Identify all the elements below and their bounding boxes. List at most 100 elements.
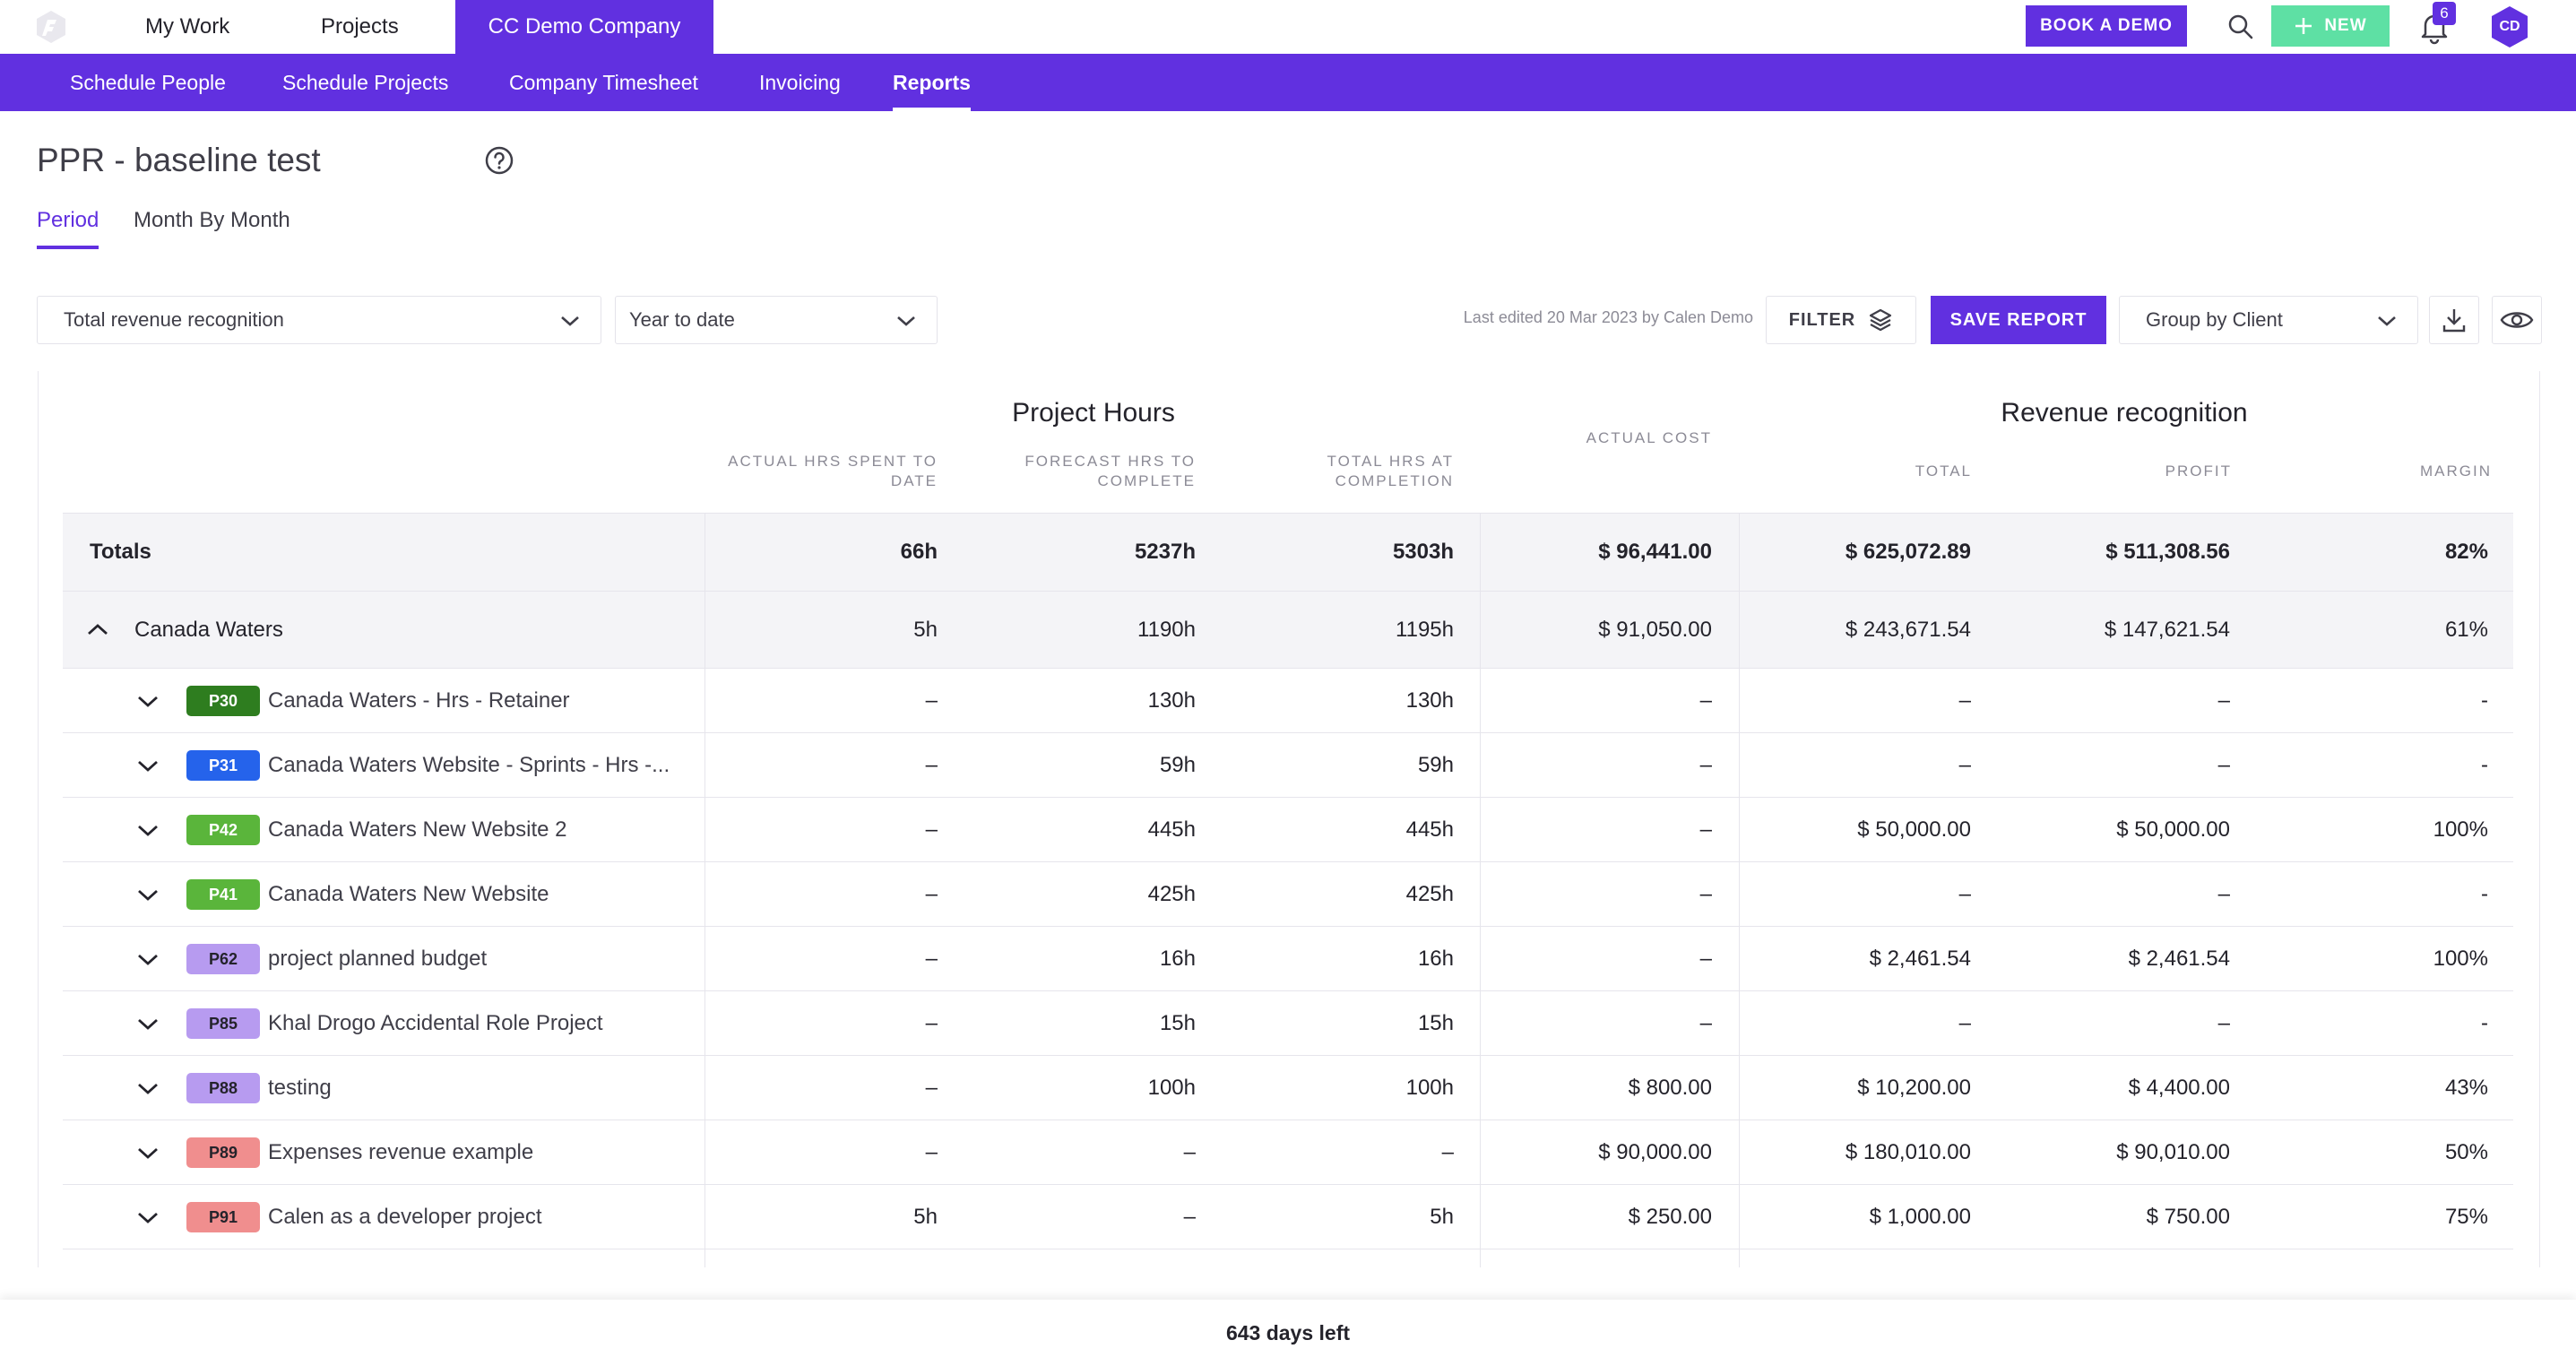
tab-period[interactable]: Period bbox=[37, 208, 99, 249]
table-row[interactable]: P30 Canada Waters - Hrs - Retainer – 130h 13… bbox=[63, 669, 2513, 733]
cell-profit: – bbox=[2217, 752, 2230, 777]
cell-forecast-hrs: 16h bbox=[1159, 946, 1196, 971]
subnav-invoicing[interactable]: Invoicing bbox=[759, 70, 841, 94]
table-row[interactable]: P91 Calen as a developer project 5h – 5h $ 25… bbox=[63, 1185, 2513, 1249]
col-header-actual-hrs[interactable]: ACTUAL HRS SPENT TO DATE bbox=[728, 453, 938, 489]
eye-icon bbox=[2500, 312, 2534, 328]
group-margin: 61% bbox=[2444, 617, 2488, 642]
new-button[interactable]: NEW bbox=[2271, 5, 2390, 47]
cell-total: – bbox=[1958, 687, 1971, 713]
expand-row-button[interactable] bbox=[136, 927, 160, 990]
tab-month-by-month[interactable]: Month By Month bbox=[134, 208, 290, 232]
tab-company[interactable]: CC Demo Company bbox=[455, 0, 713, 54]
col-header-total[interactable]: TOTAL bbox=[1915, 463, 1972, 480]
chevron-up-icon bbox=[88, 623, 108, 635]
cell-total: $ 2,461.54 bbox=[1869, 946, 1971, 971]
expand-row-button[interactable] bbox=[136, 862, 160, 926]
project-name[interactable]: Khal Drogo Accidental Role Project bbox=[268, 1010, 603, 1035]
col-header-margin[interactable]: MARGIN bbox=[2420, 463, 2492, 480]
subnav-company-timesheet[interactable]: Company Timesheet bbox=[509, 70, 698, 94]
project-code-badge: P42 bbox=[186, 815, 260, 845]
cell-forecast-hrs: 59h bbox=[1159, 752, 1196, 777]
chevron-down-icon bbox=[138, 760, 158, 772]
table-row[interactable]: P85 Khal Drogo Accidental Role Project – 15… bbox=[63, 991, 2513, 1056]
table-row[interactable]: P88 testing – 100h 100h $ 800.00 $ 10,200.00 $ … bbox=[63, 1056, 2513, 1120]
help-icon[interactable] bbox=[484, 145, 514, 176]
project-name[interactable]: Canada Waters - Hrs - Retainer bbox=[268, 687, 570, 713]
book-demo-button[interactable]: BOOK A DEMO bbox=[2026, 5, 2187, 47]
group-actual-hrs: 5h bbox=[913, 617, 938, 642]
project-name[interactable]: Calen as a developer project bbox=[268, 1204, 542, 1229]
cell-actual-hrs: 5h bbox=[913, 1204, 938, 1229]
expand-row-button[interactable] bbox=[136, 1185, 160, 1249]
table-row[interactable]: P89 Expenses revenue example – – – $ 90,000.0… bbox=[63, 1120, 2513, 1185]
cell-actual-hrs: – bbox=[925, 1075, 938, 1100]
avatar[interactable]: CD bbox=[2490, 5, 2529, 48]
cell-margin: 75% bbox=[2444, 1204, 2488, 1229]
project-code-badge: P85 bbox=[186, 1008, 260, 1039]
table-row[interactable]: P31 Canada Waters Website - Sprints - Hrs… bbox=[63, 733, 2513, 798]
subnav-reports[interactable]: Reports bbox=[893, 54, 971, 111]
client-group-label: Canada Waters bbox=[134, 617, 283, 642]
cell-total: $ 10,200.00 bbox=[1857, 1075, 1971, 1100]
project-name[interactable]: testing bbox=[268, 1075, 332, 1100]
col-header-total-hrs[interactable]: TOTAL HRS AT COMPLETION bbox=[1327, 453, 1454, 489]
cell-margin: - bbox=[2481, 881, 2488, 906]
table-row[interactable]: P41 Canada Waters New Website – 425h 425h – – –… bbox=[63, 862, 2513, 927]
col-header-actual-cost[interactable]: ACTUAL COST bbox=[1586, 429, 1712, 446]
collapse-group-button[interactable] bbox=[86, 592, 109, 668]
cell-profit: – bbox=[2217, 881, 2230, 906]
expand-row-button[interactable] bbox=[136, 669, 160, 732]
sub-navigation: Schedule People Schedule Projects Compan… bbox=[0, 54, 2576, 111]
subnav-schedule-people[interactable]: Schedule People bbox=[70, 70, 226, 94]
period-value: Year to date bbox=[629, 308, 735, 331]
search-icon[interactable] bbox=[2225, 11, 2257, 43]
new-button-label: NEW bbox=[2324, 16, 2367, 35]
cell-total-hrs: 425h bbox=[1405, 881, 1454, 906]
download-button[interactable] bbox=[2429, 296, 2479, 344]
cell-actual-hrs: – bbox=[925, 1139, 938, 1164]
group-by-select[interactable]: Group by Client bbox=[2119, 296, 2418, 344]
subnav-schedule-projects[interactable]: Schedule Projects bbox=[282, 70, 449, 94]
filter-button[interactable]: FILTER bbox=[1766, 296, 1916, 344]
chevron-down-icon bbox=[138, 1083, 158, 1094]
period-select[interactable]: Year to date bbox=[615, 296, 938, 344]
report-table bbox=[38, 371, 2540, 1267]
visibility-button[interactable] bbox=[2492, 296, 2542, 344]
col-header-profit[interactable]: PROFIT bbox=[2165, 463, 2232, 480]
expand-row-button[interactable] bbox=[136, 991, 160, 1055]
expand-row-button[interactable] bbox=[136, 1120, 160, 1184]
tab-projects[interactable]: Projects bbox=[321, 14, 399, 39]
report-type-select[interactable]: Total revenue recognition bbox=[37, 296, 601, 344]
table-row[interactable]: P42 Canada Waters New Website 2 – 445h 445h –… bbox=[63, 798, 2513, 862]
chevron-down-icon bbox=[138, 1212, 158, 1223]
tab-my-work[interactable]: My Work bbox=[145, 14, 230, 39]
cell-total: – bbox=[1958, 752, 1971, 777]
cell-margin: 100% bbox=[2433, 817, 2488, 842]
col-header-forecast-hrs[interactable]: FORECAST HRS TO COMPLETE bbox=[1024, 453, 1196, 489]
chevron-down-icon bbox=[897, 316, 915, 326]
chevron-down-icon bbox=[138, 696, 158, 707]
cell-profit: – bbox=[2217, 687, 2230, 713]
project-name[interactable]: Canada Waters Website - Sprints - Hrs -.… bbox=[268, 752, 670, 777]
project-code-badge: P31 bbox=[186, 750, 260, 781]
app-logo-icon[interactable] bbox=[34, 9, 68, 45]
cell-margin: - bbox=[2481, 1010, 2488, 1035]
save-report-button[interactable]: SAVE REPORT bbox=[1931, 296, 2106, 344]
group-total-hrs: 1195h bbox=[1396, 617, 1454, 642]
project-name[interactable]: Canada Waters New Website 2 bbox=[268, 817, 567, 842]
group-actual-cost: $ 91,050.00 bbox=[1598, 617, 1712, 642]
project-name[interactable]: Expenses revenue example bbox=[268, 1139, 534, 1164]
expand-row-button[interactable] bbox=[136, 733, 160, 797]
table-row[interactable]: P62 project planned budget – 16h 16h – $ 2,461… bbox=[63, 927, 2513, 991]
expand-row-button[interactable] bbox=[136, 798, 160, 861]
project-name[interactable]: project planned budget bbox=[268, 946, 488, 971]
report-type-value: Total revenue recognition bbox=[64, 308, 284, 331]
client-group-row[interactable]: Canada Waters 5h 1190h 1195h $ 91,050.00… bbox=[63, 592, 2513, 669]
cell-total-hrs: 130h bbox=[1405, 687, 1454, 713]
project-name[interactable]: Canada Waters New Website bbox=[268, 881, 549, 906]
totals-label: Totals bbox=[90, 540, 151, 564]
cell-actual-cost: – bbox=[1699, 687, 1712, 713]
expand-row-button[interactable] bbox=[136, 1056, 160, 1120]
totals-total-hrs: 5303h bbox=[1392, 540, 1454, 564]
